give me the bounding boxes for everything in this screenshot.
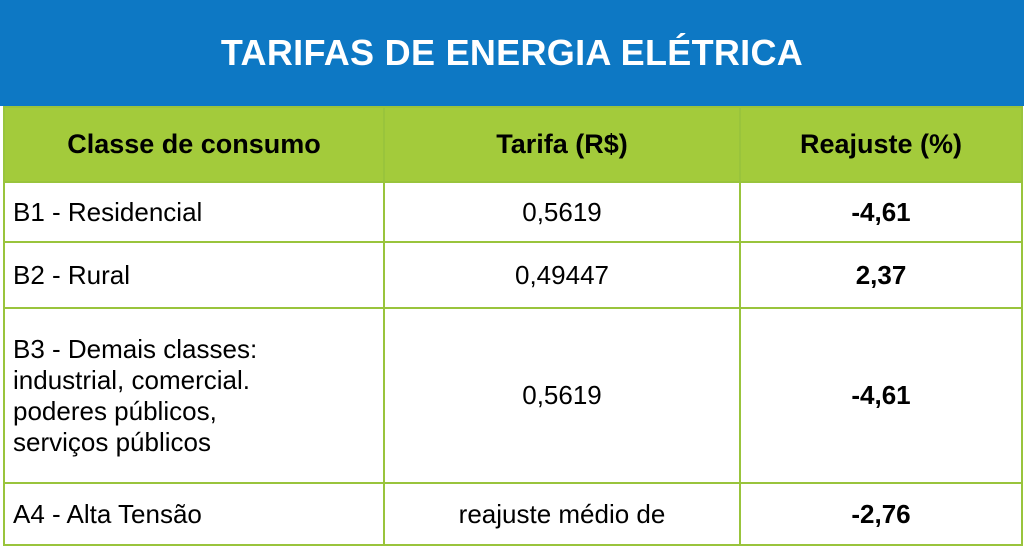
cell-tarifa: 0,5619 (383, 181, 741, 243)
header-tarifa: Tarifa (R$) (383, 106, 741, 183)
table-row: B2 - Rural 0,49447 2,37 (3, 241, 1023, 309)
cell-tarifa: 0,5619 (383, 307, 741, 484)
classe-line: serviços públicos (13, 426, 211, 457)
cell-reajuste: -2,76 (739, 482, 1023, 546)
classe-line: B2 - Rural (13, 259, 131, 290)
table-row: A4 - Alta Tensão reajuste médio de -2,76 (3, 482, 1023, 546)
cell-classe: B1 - Residencial (3, 181, 385, 243)
classe-line: poderes públicos, (13, 395, 217, 426)
cell-reajuste: -4,61 (739, 181, 1023, 243)
cell-classe: A4 - Alta Tensão (3, 482, 385, 546)
table-header-row: Classe de consumo Tarifa (R$) Reajuste (… (3, 106, 1023, 183)
tariff-table: Classe de consumo Tarifa (R$) Reajuste (… (3, 106, 1023, 546)
classe-line: A4 - Alta Tensão (13, 498, 202, 529)
table-row: B1 - Residencial 0,5619 -4,61 (3, 181, 1023, 243)
classe-line: industrial, comercial. (13, 364, 250, 395)
cell-reajuste: -4,61 (739, 307, 1023, 484)
cell-reajuste: 2,37 (739, 241, 1023, 309)
header-reajuste: Reajuste (%) (739, 106, 1023, 183)
classe-line: B1 - Residencial (13, 196, 203, 227)
cell-tarifa: reajuste médio de (383, 482, 741, 546)
page-title: TARIFAS DE ENERGIA ELÉTRICA (220, 32, 804, 73)
title-bar: TARIFAS DE ENERGIA ELÉTRICA (0, 0, 1024, 106)
classe-line: B3 - Demais classes: (13, 333, 258, 364)
cell-classe: B3 - Demais classes: industrial, comerci… (3, 307, 385, 484)
table-row: B3 - Demais classes: industrial, comerci… (3, 307, 1023, 484)
cell-classe: B2 - Rural (3, 241, 385, 309)
header-classe: Classe de consumo (3, 106, 385, 183)
cell-tarifa: 0,49447 (383, 241, 741, 309)
